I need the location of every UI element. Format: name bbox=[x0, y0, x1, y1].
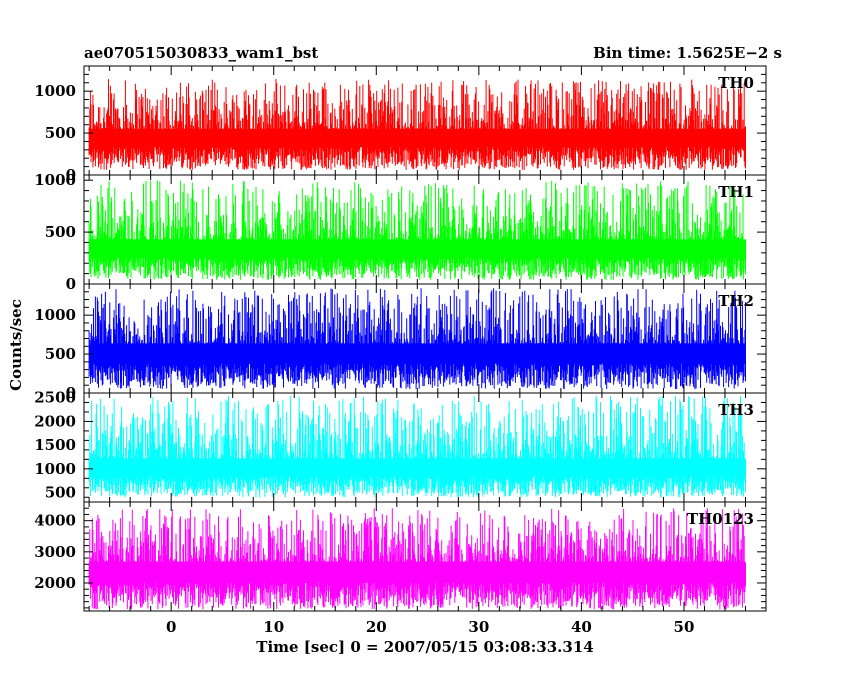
x-tick-label: 50 bbox=[674, 618, 695, 636]
series-th0-trace bbox=[88, 79, 746, 170]
series-th2-trace bbox=[88, 288, 746, 390]
series-th0123-band bbox=[89, 561, 746, 583]
panel-th3: 500 1000 1500 2000 2500 TH3 bbox=[34, 389, 767, 503]
series-th3-band bbox=[89, 458, 746, 476]
y-tick-label: 500 bbox=[45, 124, 76, 142]
y-tick-label: 1000 bbox=[34, 171, 76, 189]
panel-label-th0123: TH0123 bbox=[687, 510, 754, 528]
y-tick-label: 0 bbox=[66, 384, 76, 402]
plot-title: ae070515030833_wam1_bst bbox=[84, 44, 319, 62]
y-tick-label: 500 bbox=[45, 484, 76, 502]
panel-th1: 0 500 1000 TH1 bbox=[34, 171, 767, 293]
series-th0-band bbox=[89, 128, 746, 147]
y-tick-label: 0 bbox=[66, 275, 76, 293]
series-th1-trace bbox=[88, 180, 746, 280]
bin-time-label: Bin time: 1.5625E−2 s bbox=[593, 44, 782, 62]
series-th3-trace bbox=[88, 395, 746, 498]
panel-label-th0: TH0 bbox=[718, 74, 754, 92]
y-tick-label: 1500 bbox=[34, 436, 76, 454]
panel-label-th2: TH2 bbox=[718, 292, 754, 310]
y-tick-label: 3000 bbox=[34, 543, 76, 561]
y-axis-label: Counts/sec bbox=[7, 299, 25, 391]
x-tick-label: 0 bbox=[166, 618, 176, 636]
y-tick-label: 1000 bbox=[34, 306, 76, 324]
x-axis-label: Time [sec] 0 = 2007/05/15 03:08:33.314 bbox=[256, 638, 594, 656]
y-tick-label: 1000 bbox=[34, 460, 76, 478]
y-tick-label: 2000 bbox=[34, 412, 76, 430]
x-tick-label: 20 bbox=[366, 618, 387, 636]
panel-th0: 0 500 1000 TH0 bbox=[34, 65, 767, 184]
series-th1-band bbox=[89, 239, 746, 258]
series-th0123-trace bbox=[88, 508, 746, 610]
y-tick-label: 2000 bbox=[34, 574, 76, 592]
panel-frame bbox=[83, 501, 767, 612]
y-tick-label: 500 bbox=[45, 223, 76, 241]
panel-th2: 0 500 1000 TH2 bbox=[34, 283, 767, 402]
series-th2-band bbox=[89, 343, 746, 364]
panel-label-th3: TH3 bbox=[718, 401, 754, 419]
y-tick-label: 500 bbox=[45, 345, 76, 363]
y-tick-label: 1000 bbox=[34, 82, 76, 100]
panel-label-th1: TH1 bbox=[718, 183, 754, 201]
y-tick-label: 0 bbox=[66, 166, 76, 184]
panel-th0123: 2000 3000 4000 TH0123 bbox=[34, 501, 767, 612]
y-tick-label: 2500 bbox=[34, 389, 76, 407]
x-tick-label: 40 bbox=[571, 618, 592, 636]
x-tick-label: 30 bbox=[468, 618, 489, 636]
y-tick-label: 4000 bbox=[34, 512, 76, 530]
x-tick-label: 10 bbox=[263, 618, 284, 636]
